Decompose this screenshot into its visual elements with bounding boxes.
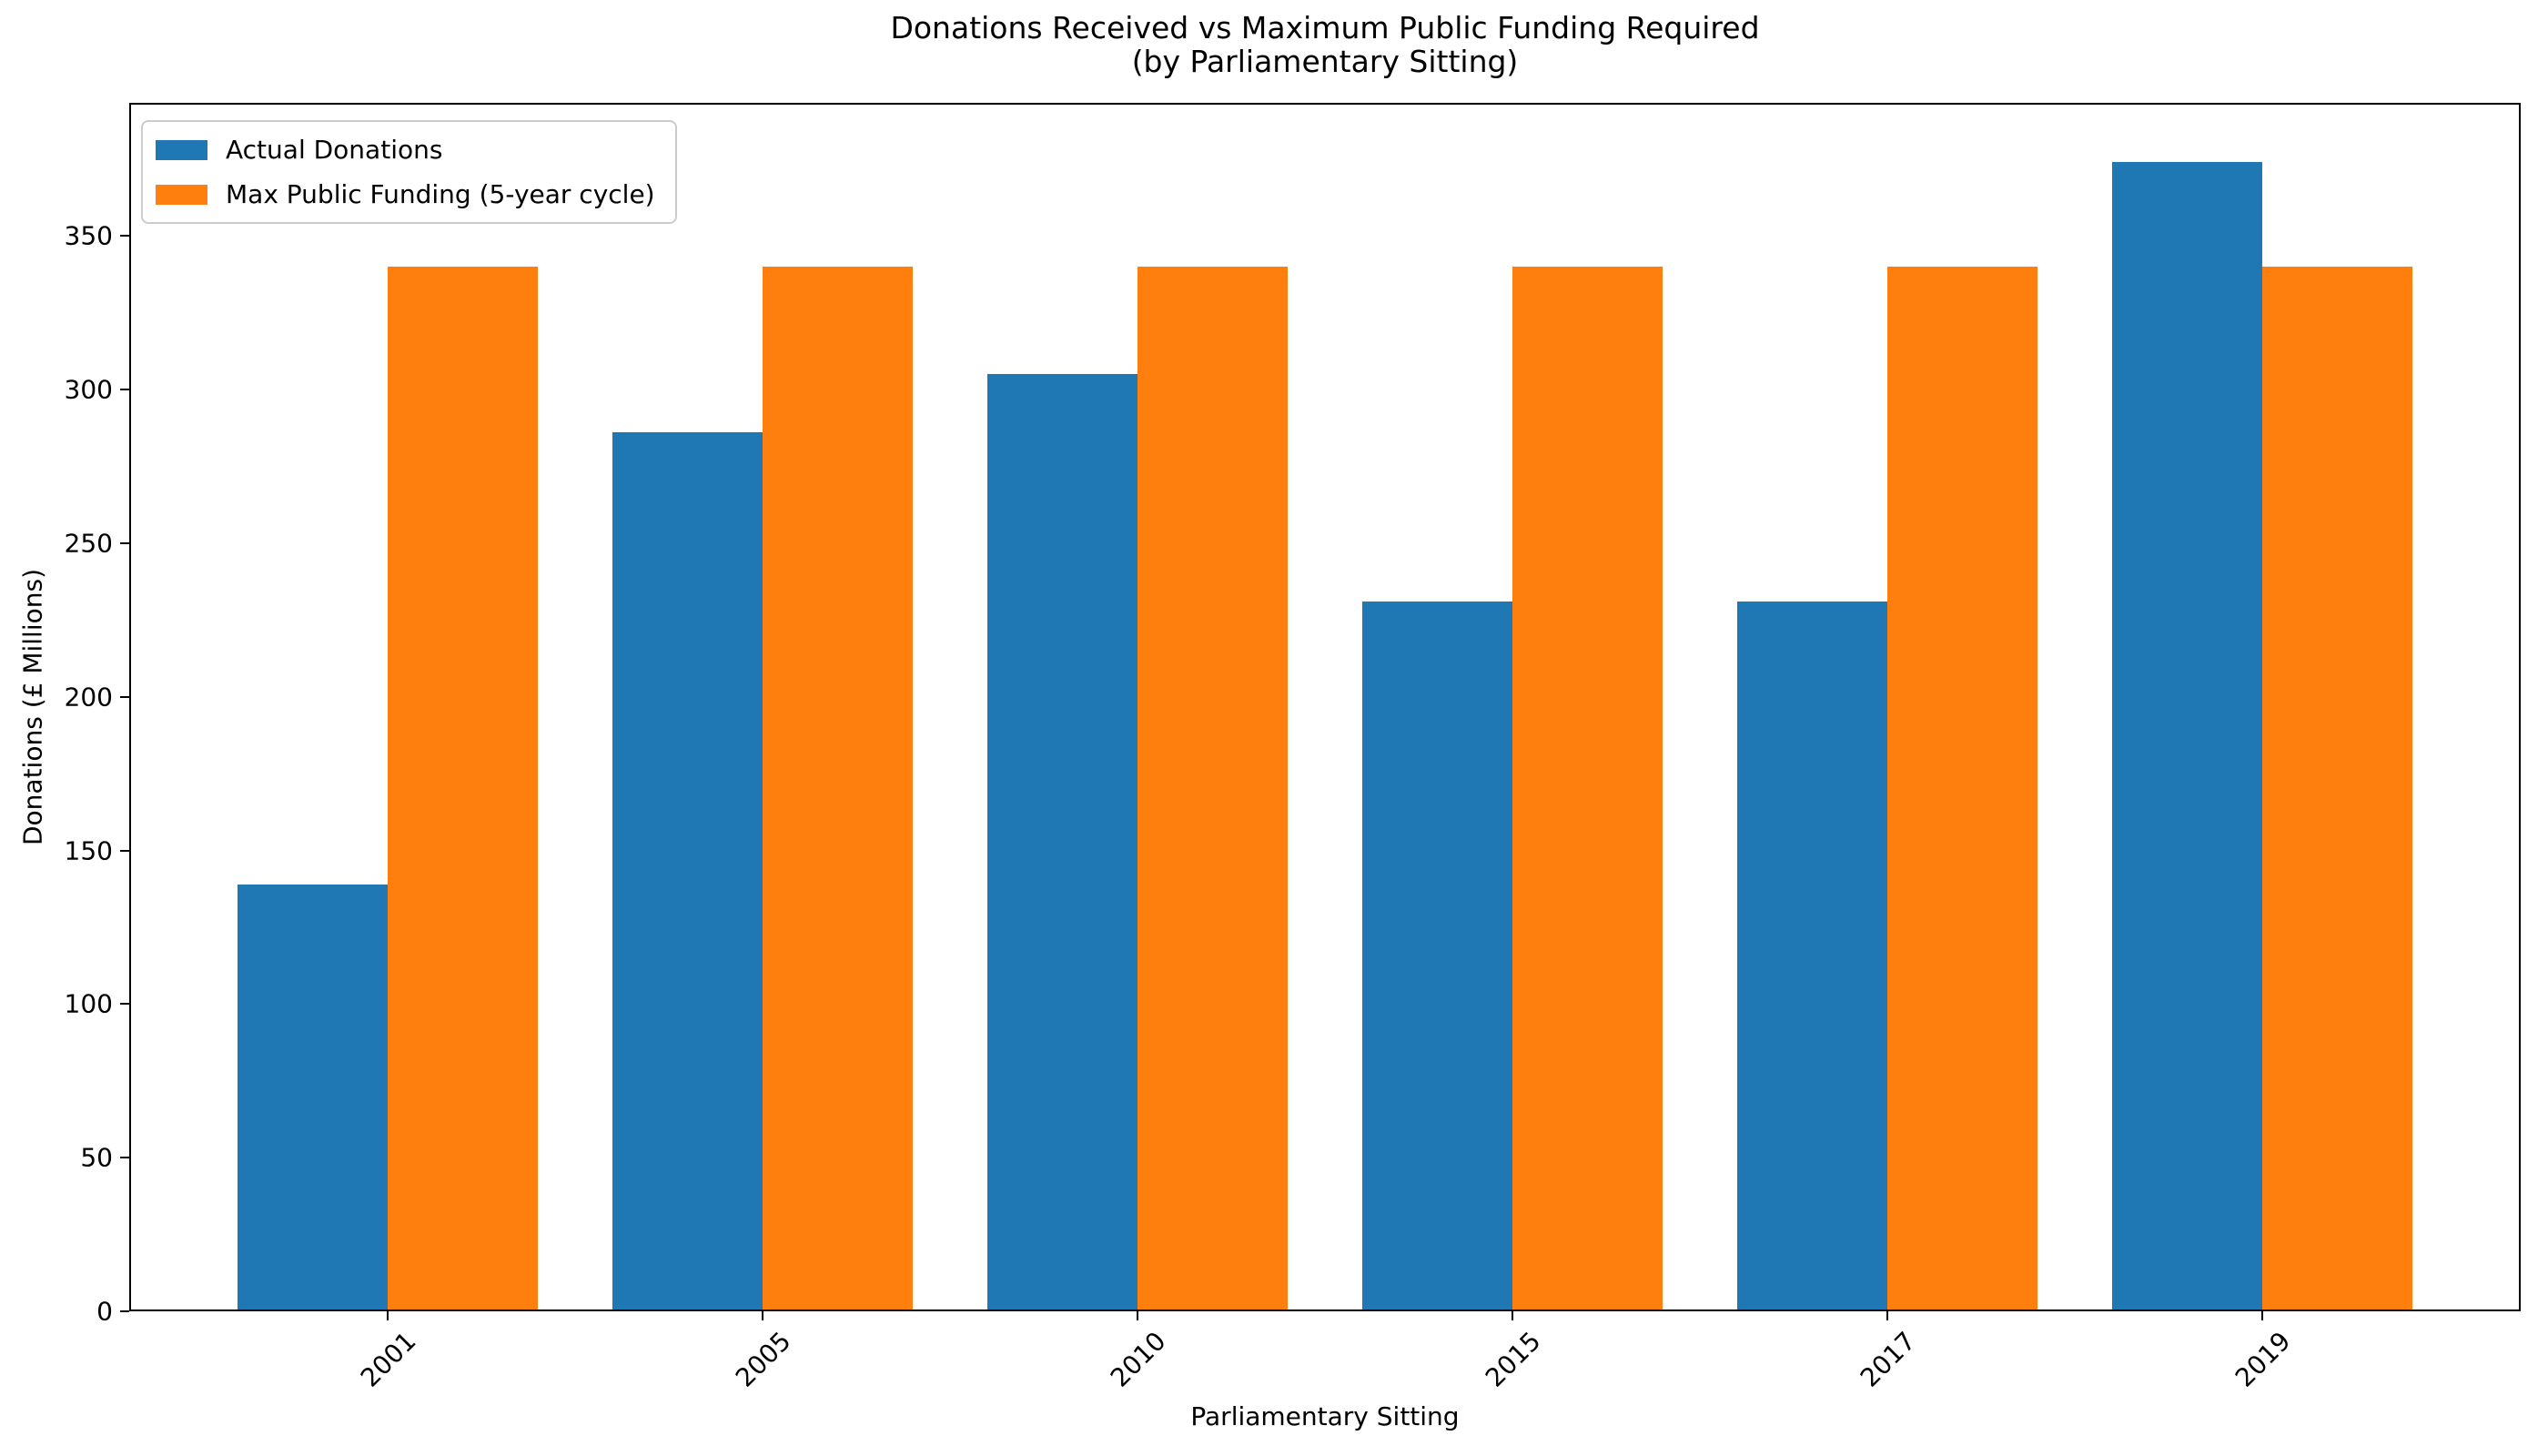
x-tick-label-2017: 2017 — [1854, 1326, 1922, 1393]
y-tick-label-150: 150 — [64, 835, 113, 866]
y-tick-mark-100 — [120, 1003, 129, 1006]
chart-title-line2: (by Parliamentary Sitting) — [1131, 44, 1519, 79]
legend-swatch-actual-donations — [156, 139, 207, 160]
bar-actual-2017 — [1737, 602, 1887, 1311]
legend-swatch-max-public-funding — [156, 184, 207, 205]
y-tick-mark-300 — [120, 389, 129, 391]
bar-actual-2010 — [987, 374, 1138, 1311]
legend-row-actual-donations: Actual Donations — [156, 135, 655, 165]
y-tick-mark-0 — [120, 1310, 129, 1312]
x-tick-label-2001: 2001 — [354, 1326, 422, 1393]
x-tick-mark-2005 — [762, 1311, 764, 1320]
y-tick-mark-50 — [120, 1157, 129, 1159]
x-tick-label-2010: 2010 — [1104, 1326, 1172, 1393]
y-tick-label-0: 0 — [96, 1296, 113, 1327]
y-tick-mark-250 — [120, 541, 129, 544]
bar-maxfunding-2001 — [388, 266, 538, 1311]
bar-actual-2019 — [2112, 162, 2262, 1311]
x-tick-label-2015: 2015 — [1479, 1326, 1547, 1393]
bar-actual-2001 — [238, 884, 389, 1311]
x-tick-mark-2019 — [2260, 1311, 2263, 1320]
chart-title-line1: Donations Received vs Maximum Public Fun… — [890, 10, 1760, 46]
y-tick-mark-200 — [120, 695, 129, 698]
legend-label-actual-donations: Actual Donations — [226, 135, 443, 165]
y-tick-label-200: 200 — [64, 682, 113, 713]
bar-actual-2015 — [1362, 602, 1512, 1311]
y-tick-label-100: 100 — [64, 988, 113, 1019]
x-tick-mark-2015 — [1511, 1311, 1513, 1320]
bar-maxfunding-2015 — [1512, 266, 1663, 1311]
bar-maxfunding-2019 — [2261, 266, 2412, 1311]
y-tick-mark-350 — [120, 235, 129, 238]
bar-maxfunding-2010 — [1138, 266, 1288, 1311]
y-tick-label-250: 250 — [64, 528, 113, 559]
bar-maxfunding-2005 — [763, 266, 913, 1311]
x-tick-mark-2001 — [387, 1311, 389, 1320]
legend-row-max-public-funding: Max Public Funding (5-year cycle) — [156, 179, 655, 209]
x-tick-mark-2017 — [1886, 1311, 1888, 1320]
x-tick-label-2005: 2005 — [729, 1326, 797, 1393]
legend-label-max-public-funding: Max Public Funding (5-year cycle) — [226, 179, 655, 209]
x-axis-label: Parliamentary Sitting — [1190, 1401, 1460, 1431]
bar-maxfunding-2017 — [1886, 266, 2037, 1311]
x-tick-mark-2010 — [1137, 1311, 1139, 1320]
bar-actual-2005 — [612, 432, 763, 1311]
legend: Actual Donations Max Public Funding (5-y… — [141, 120, 677, 224]
y-tick-mark-150 — [120, 849, 129, 852]
y-tick-label-300: 300 — [64, 374, 113, 405]
y-tick-label-50: 50 — [80, 1142, 113, 1173]
x-tick-label-2019: 2019 — [2229, 1326, 2297, 1393]
chart-title: Donations Received vs Maximum Public Fun… — [129, 11, 2521, 78]
y-tick-label-350: 350 — [64, 220, 113, 251]
